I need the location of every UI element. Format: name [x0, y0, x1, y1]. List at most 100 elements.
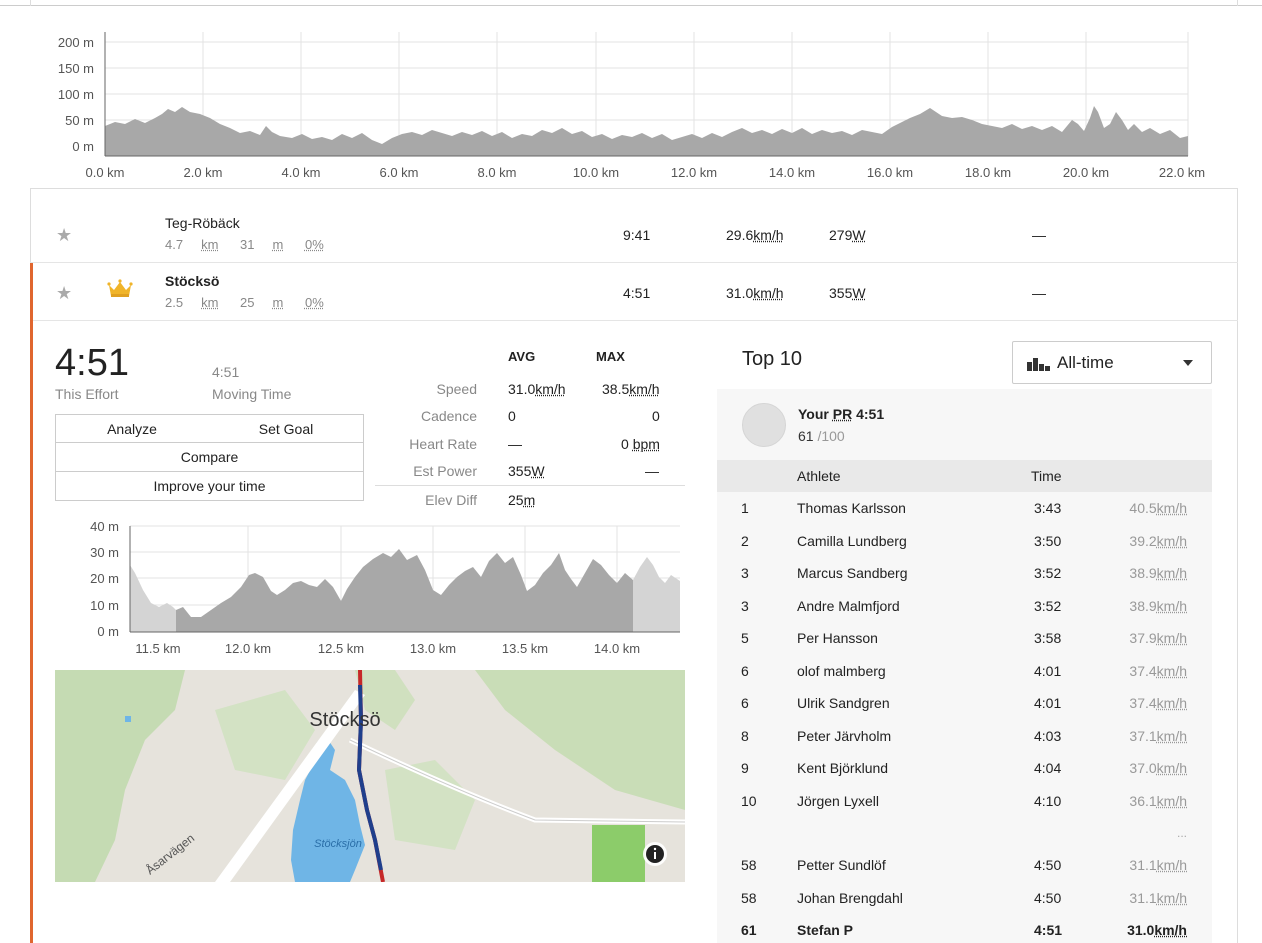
x-tick: 8.0 km: [477, 165, 516, 180]
leaderboard-ellipsis: ...: [1176, 826, 1187, 840]
speed: 37.4km/h: [1129, 662, 1187, 679]
x-tick: 12.0 km: [225, 641, 271, 656]
leaderboard-row[interactable]: 10 Jörgen Lyxell 4:10 36.1km/h: [717, 786, 1212, 816]
rank: 58: [741, 857, 757, 873]
segment-row-stockso[interactable]: ★ Stöcksö 2.5 km 25 m 0% 4:51 31.0km/h 355…: [30, 263, 1238, 321]
rank: 6: [741, 695, 749, 711]
stat-label-speed: Speed: [436, 381, 477, 397]
athlete-name[interactable]: Thomas Karlsson: [797, 500, 906, 516]
effort-time[interactable]: 3:58: [1034, 630, 1062, 646]
stat-power-max: —: [645, 463, 659, 479]
star-icon[interactable]: ★: [56, 225, 73, 245]
athlete-name[interactable]: Peter Järvholm: [797, 727, 892, 744]
athlete-name[interactable]: Marcus Sandberg: [797, 565, 908, 581]
athlete-name[interactable]: olof malmberg: [797, 662, 886, 679]
y-tick-150: 150 m: [58, 61, 94, 76]
leaderboard-row[interactable]: 1 Thomas Karlsson 3:43 40.5km/h: [717, 493, 1212, 523]
effort-time[interactable]: 4:04: [1034, 760, 1062, 776]
star-icon[interactable]: ★: [56, 283, 73, 303]
athlete-name[interactable]: Per Hansson: [797, 630, 878, 646]
leaderboard-row[interactable]: 8 Peter Järvholm 4:03 37.1km/h: [717, 721, 1212, 751]
athlete-name[interactable]: Kent Björklund: [797, 760, 889, 776]
segment-hr: —: [1032, 285, 1046, 301]
x-tick: 2.0 km: [183, 165, 222, 180]
athlete-name[interactable]: Petter Sundlöf: [797, 857, 886, 873]
map-place-label: Stöcksö: [309, 709, 380, 731]
y-tick-0: 0 m: [72, 139, 94, 154]
rank: 5: [741, 630, 749, 646]
effort-time[interactable]: 4:50: [1034, 857, 1062, 873]
avatar[interactable]: [742, 403, 786, 447]
leaderboard-row[interactable]: 2 Camilla Lundberg 3:50 39.2km/h: [717, 526, 1212, 556]
segment-elevation-chart[interactable]: 40 m 30 m 20 m 10 m 0 m 11.5 km 12.0 km …: [55, 515, 685, 660]
y-tick-50: 50 m: [65, 113, 94, 128]
improve-time-button[interactable]: Improve your time: [153, 478, 266, 494]
x-tick: 14.0 km: [769, 165, 815, 180]
improve-box[interactable]: Improve your time: [55, 471, 364, 501]
set-goal-button[interactable]: Set Goal: [258, 421, 314, 437]
athlete-name[interactable]: Camilla Lundberg: [797, 532, 907, 549]
effort-time[interactable]: 3:43: [1034, 500, 1062, 516]
leaderboard-row[interactable]: 6 olof malmberg 4:01 37.4km/h: [717, 656, 1212, 686]
bar-chart-icon: [1027, 358, 1050, 371]
effort-time-label: This Effort: [55, 386, 119, 402]
segment-elevation-outer-area: [130, 565, 176, 632]
speed: 39.2km/h: [1129, 532, 1187, 549]
x-tick: 13.5 km: [502, 641, 548, 656]
rank: 61: [741, 922, 757, 938]
leaderboard-row[interactable]: 5 Per Hansson 3:58 37.9km/h: [717, 623, 1212, 653]
leaderboard-row[interactable]: 6 Ulrik Sandgren 4:01 37.4km/h: [717, 688, 1212, 718]
speed: 31.1km/h: [1129, 857, 1187, 873]
effort-time[interactable]: 4:01: [1034, 662, 1062, 679]
effort-time[interactable]: 3:52: [1034, 597, 1062, 614]
stats-divider: [375, 485, 685, 486]
leaderboard-row[interactable]: 61 Stefan P 4:51 31.0km/h: [717, 915, 1212, 943]
effort-time[interactable]: 4:10: [1034, 792, 1062, 809]
compare-box[interactable]: Compare: [55, 442, 364, 472]
compare-button[interactable]: Compare: [180, 449, 239, 465]
segment-name[interactable]: Stöcksö: [165, 273, 220, 289]
analyze-button[interactable]: Analyze: [107, 421, 157, 437]
chevron-down-icon: [1183, 360, 1193, 366]
y-tick: 0 m: [97, 624, 119, 639]
effort-time[interactable]: 4:03: [1034, 727, 1062, 744]
leaderboard-row[interactable]: 3 Marcus Sandberg 3:52 38.9km/h: [717, 558, 1212, 588]
top10-title: Top 10: [742, 348, 803, 370]
effort-time[interactable]: 4:01: [1034, 695, 1062, 711]
leaderboard-row[interactable]: 58 Johan Brengdahl 4:50 31.1km/h: [717, 883, 1212, 913]
segment-row-teg-roback[interactable]: ★ Teg-Röbäck 4.7 km 31 m 0% 9:41 29.6km/h …: [30, 205, 1238, 263]
effort-time[interactable]: 4:50: [1034, 889, 1062, 906]
segment-map[interactable]: Stöcksö Stöcksjön Åsarvägen: [55, 670, 685, 882]
x-tick: 11.5 km: [135, 641, 180, 656]
effort-time[interactable]: 3:50: [1034, 532, 1062, 549]
athlete-name[interactable]: Jörgen Lyxell: [797, 792, 879, 809]
analyze-goal-group: Analyze Set Goal: [55, 414, 364, 443]
leaderboard-row[interactable]: 9 Kent Björklund 4:04 37.0km/h: [717, 753, 1212, 783]
lake-stocksjon: [291, 738, 365, 882]
y-tick-100: 100 m: [58, 87, 94, 102]
leaderboard-filter-dropdown[interactable]: All-time: [1012, 341, 1212, 384]
speed: 37.1km/h: [1129, 727, 1187, 744]
athlete-name[interactable]: Johan Brengdahl: [797, 889, 903, 906]
effort-time[interactable]: 3:52: [1034, 565, 1062, 581]
segment-name[interactable]: Teg-Röbäck: [165, 215, 240, 231]
segment-time: 9:41: [623, 227, 651, 243]
athlete-name[interactable]: Ulrik Sandgren: [797, 695, 890, 711]
leaderboard-row[interactable]: 3 Andre Malmfjord 3:52 38.9km/h: [717, 591, 1212, 621]
stat-label-heart-rate: Heart Rate: [409, 436, 477, 452]
map-lake-label: Stöcksjön: [314, 838, 362, 850]
leaderboard-row[interactable]: 58 Petter Sundlöf 4:50 31.1km/h: [717, 850, 1212, 880]
activity-elevation-chart[interactable]: 200 m 150 m 100 m 50 m 0 m 0.0 km 2.0 km…: [30, 6, 1238, 189]
athlete-name[interactable]: Stefan P: [797, 922, 854, 938]
segment-meta: 4.7 km 31 m 0%: [165, 237, 324, 252]
rank: 3: [741, 597, 749, 614]
speed: 38.9km/h: [1129, 565, 1187, 581]
x-tick: 12.5 km: [318, 641, 364, 656]
y-tick: 40 m: [90, 519, 119, 534]
effort-time[interactable]: 4:51: [1034, 922, 1063, 938]
moving-time: 4:51: [212, 364, 240, 380]
segment-speed: 31.0km/h: [726, 285, 784, 301]
time-column-header: Time: [1031, 468, 1062, 484]
speed: 36.1km/h: [1129, 792, 1187, 809]
athlete-name[interactable]: Andre Malmfjord: [797, 597, 900, 614]
